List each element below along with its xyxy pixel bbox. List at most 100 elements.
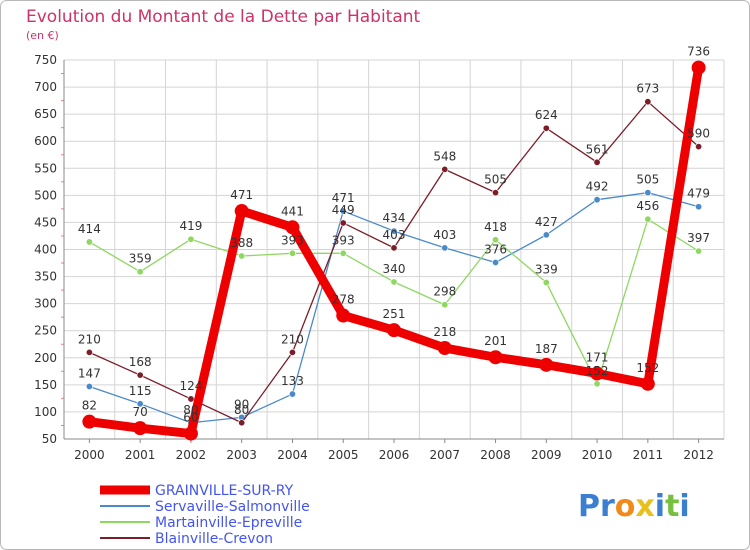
data-point	[441, 165, 449, 173]
data-point	[593, 380, 601, 388]
x-tick-label: 2010	[582, 448, 613, 462]
x-tick-label: 2008	[480, 448, 511, 462]
data-label: 359	[129, 252, 152, 266]
data-point	[336, 308, 351, 323]
data-point	[187, 395, 195, 403]
data-point	[183, 426, 198, 441]
data-label: 388	[230, 236, 253, 250]
legend-label: Servaville-Salmonville	[155, 499, 310, 515]
data-label: 251	[383, 307, 406, 321]
data-label: 152	[586, 364, 609, 378]
data-label: 210	[281, 332, 304, 346]
data-point	[695, 203, 703, 211]
data-label: 210	[78, 332, 101, 346]
data-point	[136, 371, 144, 379]
data-label: 441	[281, 204, 304, 218]
data-point	[441, 301, 449, 309]
data-label: 376	[484, 242, 507, 256]
data-point	[288, 390, 296, 398]
data-point	[390, 278, 398, 286]
data-label: 403	[433, 228, 456, 242]
data-point	[234, 204, 249, 219]
data-point	[390, 227, 398, 235]
data-point	[590, 366, 605, 381]
data-label: 471	[230, 188, 253, 202]
data-point	[640, 376, 655, 391]
data-point	[339, 249, 347, 257]
y-tick-label: 550	[34, 161, 57, 175]
data-point	[288, 348, 296, 356]
axis-layer: 50 100 150 200 250 300 350 400 450 500 550 600 650 70…	[34, 53, 724, 462]
data-point	[695, 143, 703, 151]
data-point	[390, 244, 398, 252]
data-point	[644, 189, 652, 197]
data-point	[437, 341, 452, 356]
data-label: 60	[183, 411, 198, 425]
data-point	[593, 196, 601, 204]
data-label: 393	[281, 233, 304, 247]
data-label: 414	[78, 222, 101, 236]
y-tick-label: 250	[34, 324, 57, 338]
data-label: 133	[281, 374, 304, 388]
data-point	[136, 400, 144, 408]
legend-label: GRAINVILLE-SUR-RY	[155, 483, 294, 499]
data-point	[85, 238, 93, 246]
data-label: 278	[332, 293, 355, 307]
data-label: 624	[535, 108, 558, 122]
data-label: 124	[179, 379, 202, 393]
data-point	[85, 382, 93, 390]
y-tick-label: 50	[42, 432, 57, 446]
x-tick-label: 2003	[226, 448, 257, 462]
x-tick-label: 2000	[74, 448, 105, 462]
data-label: 80	[234, 403, 249, 417]
y-tick-label: 650	[34, 107, 57, 121]
x-tick-label: 2001	[125, 448, 156, 462]
y-tick-label: 450	[34, 215, 57, 229]
data-point	[695, 247, 703, 255]
legend: GRAINVILLE-SUR-RYServaville-SalmonvilleM…	[100, 483, 310, 547]
data-label: 168	[129, 355, 152, 369]
x-tick-label: 2007	[429, 448, 460, 462]
data-label: 673	[636, 82, 659, 96]
data-label: 449	[332, 203, 355, 217]
series-layer	[82, 60, 706, 441]
data-label: 82	[82, 399, 97, 413]
data-label: 471	[332, 191, 355, 205]
data-label: 505	[636, 173, 659, 187]
data-label: 561	[586, 142, 609, 156]
chart-unit: (en €)	[26, 29, 59, 42]
y-tick-label: 600	[34, 134, 57, 148]
y-tick-label: 400	[34, 243, 57, 257]
data-label: 218	[433, 325, 456, 339]
data-point	[238, 252, 246, 260]
data-label: 147	[78, 366, 101, 380]
data-label: 339	[535, 263, 558, 277]
data-label: 70	[133, 405, 148, 419]
data-point	[133, 421, 148, 436]
data-point	[542, 279, 550, 287]
y-tick-label: 150	[34, 378, 57, 392]
data-label: 427	[535, 215, 558, 229]
x-tick-label: 2006	[379, 448, 410, 462]
data-label: 736	[687, 45, 710, 59]
proxiti-logo: Proxiti	[578, 489, 690, 524]
data-point	[492, 258, 500, 266]
data-point	[339, 219, 347, 227]
y-tick-label: 200	[34, 351, 57, 365]
data-point	[542, 124, 550, 132]
data-point	[492, 236, 500, 244]
data-label: 492	[586, 180, 609, 194]
y-tick-label: 300	[34, 297, 57, 311]
data-point	[82, 414, 97, 429]
data-label: 201	[484, 334, 507, 348]
y-tick-label: 100	[34, 405, 57, 419]
data-label: 505	[484, 173, 507, 187]
data-label: 590	[687, 127, 710, 141]
chart-title: Evolution du Montant de la Dette par Hab…	[26, 7, 421, 27]
y-tick-label: 700	[34, 80, 57, 94]
data-label: 152	[636, 361, 659, 375]
data-point	[593, 158, 601, 166]
data-point	[339, 207, 347, 215]
x-tick-label: 2011	[633, 448, 664, 462]
